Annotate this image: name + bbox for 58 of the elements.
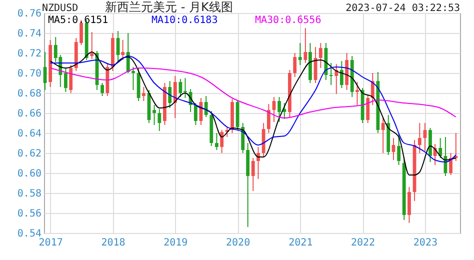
candlestick (158, 108, 162, 132)
candlestick (241, 122, 245, 154)
y-tick-label: 0.54 (17, 228, 42, 240)
candlestick (329, 62, 333, 86)
x-tick-label: 2020 (226, 238, 250, 248)
candlestick (366, 94, 370, 124)
candlestick (168, 80, 172, 108)
y-tick-label: 0.76 (17, 8, 42, 20)
chart-subtitle: NZDUSD (42, 3, 78, 14)
candlestick (142, 86, 146, 102)
x-tick-label: 2021 (288, 238, 313, 248)
text: MA10:0.6183 (152, 15, 218, 26)
candlestick (204, 96, 208, 118)
candlestick (64, 68, 68, 92)
y-tick-label: 0.62 (17, 148, 42, 160)
candlestick (318, 42, 322, 68)
candlestick (194, 102, 198, 126)
candlestick (449, 152, 452, 176)
y-tick-label: 0.56 (17, 208, 42, 220)
candlestick (418, 122, 422, 154)
candlestick (381, 116, 385, 154)
candlestick (370, 72, 374, 106)
candlestick (100, 82, 104, 96)
y-tick-label: 0.72 (17, 48, 42, 60)
chart-title: 新西兰元美元 - 月K线图 (105, 0, 233, 14)
y-tick-label: 0.74 (17, 28, 42, 40)
x-tick-label: 2017 (38, 238, 63, 248)
candlestick (423, 122, 427, 152)
x-tick-label: 2019 (164, 238, 188, 248)
y-tick-label: 0.64 (17, 128, 42, 140)
y-tick-label: 0.58 (17, 188, 42, 200)
candlestick (152, 104, 156, 126)
x-tick-label: 2018 (101, 238, 126, 248)
x-tick-label: 2022 (350, 238, 376, 248)
y-tick-label: 0.70 (17, 68, 42, 80)
y-tick-label: 0.68 (17, 88, 42, 100)
candlestick (408, 186, 411, 224)
y-tick-label: 0.66 (17, 108, 42, 120)
y-tick-label: 0.60 (17, 168, 42, 180)
candlestick (251, 158, 255, 192)
candlestick (438, 138, 442, 158)
candlestick (220, 130, 224, 154)
annotation: 2023-07-24 03:22:53 (346, 3, 460, 14)
candlestick (173, 76, 177, 118)
text: MA5:0.6151 (48, 15, 108, 26)
candlestick (340, 60, 344, 88)
candlestick (214, 132, 218, 150)
candlestick (293, 52, 297, 78)
candlestick (356, 82, 359, 106)
candlestick (397, 134, 400, 166)
candlestick (69, 64, 73, 94)
candlestick (121, 40, 125, 60)
x-tick-label: 2023 (413, 238, 438, 248)
candlestick (90, 32, 94, 60)
candlestick (298, 42, 302, 66)
candlestick (304, 28, 308, 64)
text: MA30:0.6556 (255, 15, 322, 26)
candlestick (266, 104, 270, 134)
